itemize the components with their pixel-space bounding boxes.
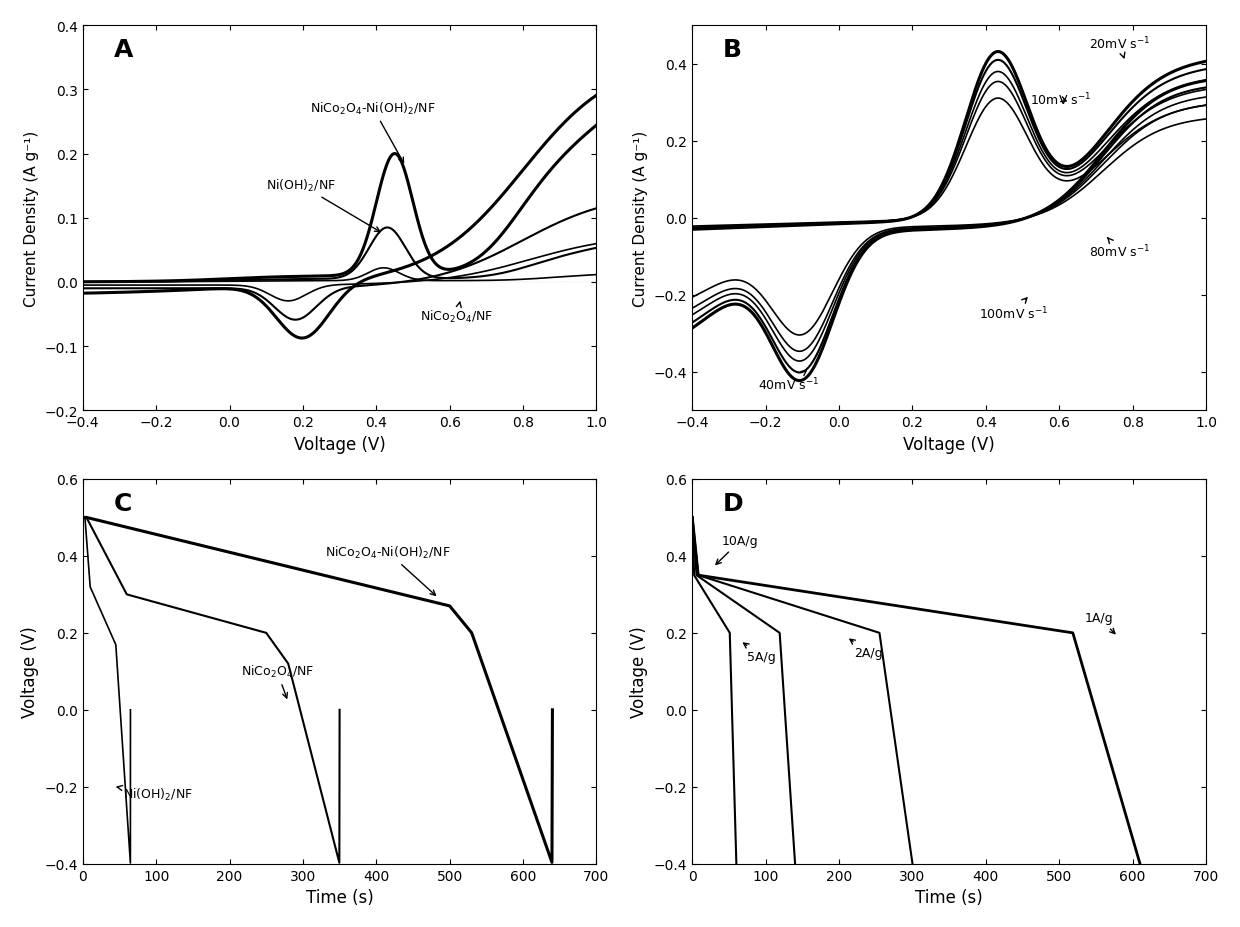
- Text: 20mV s$^{-1}$: 20mV s$^{-1}$: [1089, 36, 1149, 58]
- X-axis label: Time (s): Time (s): [915, 888, 983, 907]
- Text: 5A/g: 5A/g: [744, 643, 776, 663]
- Text: Ni(OH)$_2$/NF: Ni(OH)$_2$/NF: [117, 786, 193, 803]
- Text: C: C: [114, 491, 131, 515]
- X-axis label: Voltage (V): Voltage (V): [903, 435, 994, 453]
- Text: 2A/g: 2A/g: [849, 640, 883, 659]
- X-axis label: Voltage (V): Voltage (V): [294, 435, 386, 453]
- Text: 10mV s$^{-1}$: 10mV s$^{-1}$: [1030, 92, 1091, 108]
- Text: D: D: [723, 491, 744, 515]
- Text: 100mV s$^{-1}$: 100mV s$^{-1}$: [978, 298, 1048, 322]
- Y-axis label: Current Density (A g⁻¹): Current Density (A g⁻¹): [24, 131, 38, 307]
- Text: NiCo$_2$O$_4$-Ni(OH)$_2$/NF: NiCo$_2$O$_4$-Ni(OH)$_2$/NF: [325, 544, 450, 596]
- Text: A: A: [114, 38, 133, 62]
- Text: 40mV s$^{-1}$: 40mV s$^{-1}$: [759, 371, 820, 392]
- X-axis label: Time (s): Time (s): [306, 888, 373, 907]
- Text: 10A/g: 10A/g: [715, 535, 759, 565]
- Text: Ni(OH)$_2$/NF: Ni(OH)$_2$/NF: [267, 178, 379, 233]
- Text: 1A/g: 1A/g: [1085, 612, 1115, 634]
- Text: NiCo$_2$O$_4$/NF: NiCo$_2$O$_4$/NF: [241, 664, 314, 698]
- Text: NiCo$_2$O$_4$/NF: NiCo$_2$O$_4$/NF: [420, 303, 494, 325]
- Y-axis label: Voltage (V): Voltage (V): [630, 626, 649, 717]
- Y-axis label: Voltage (V): Voltage (V): [21, 626, 38, 717]
- Text: B: B: [723, 38, 743, 62]
- Y-axis label: Current Density (A g⁻¹): Current Density (A g⁻¹): [634, 131, 649, 307]
- Text: 80mV s$^{-1}$: 80mV s$^{-1}$: [1089, 238, 1149, 260]
- Text: NiCo$_2$O$_4$-Ni(OH)$_2$/NF: NiCo$_2$O$_4$-Ni(OH)$_2$/NF: [310, 101, 435, 163]
